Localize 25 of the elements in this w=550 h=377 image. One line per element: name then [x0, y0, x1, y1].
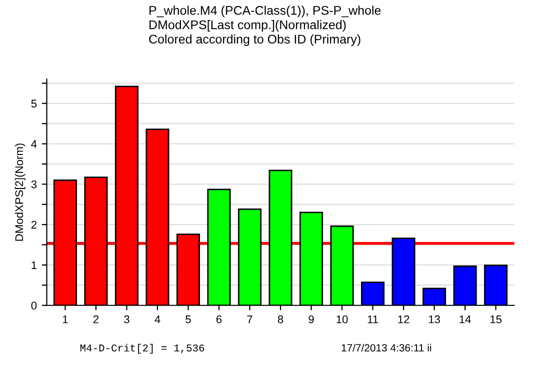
- x-tick-label: 5: [186, 316, 191, 324]
- y-tick-label: 3: [31, 180, 37, 188]
- x-tick-label: 1: [62, 316, 68, 324]
- x-tick-label: 12: [398, 315, 410, 324]
- x-tick-label: 10: [336, 315, 348, 324]
- x-tick-label: 14: [460, 316, 471, 324]
- y-tick-label: 4: [31, 140, 37, 148]
- x-tick-label: 11: [368, 316, 378, 324]
- text: 17/7/2013 4:36:11 ii: [342, 344, 432, 352]
- x-tick-label: 4: [154, 316, 160, 324]
- y-tick-label: 2: [31, 220, 36, 229]
- x-tick-label: 9: [308, 315, 314, 324]
- x-tick-label: 6: [216, 315, 222, 324]
- x-tick-label: 2: [93, 315, 98, 324]
- y-tick-label: 5: [31, 100, 37, 108]
- y-tick-label: 0: [31, 302, 37, 310]
- y-axis-title: DModXPS[2](Norm): [14, 144, 26, 241]
- chart-title: P_whole.M4 (PCA-Class(1)), PS-P_whole DModXPS[Last comp.](Normalized) Colored according to Obs ID (Primary): [149, 6, 381, 46]
- x-tick-label: 13: [428, 315, 440, 324]
- text: M4-D-Crit[2] = 1,536: [80, 344, 204, 354]
- x-tick-label: 15: [490, 316, 502, 324]
- x-tick-label: 8: [278, 315, 284, 324]
- x-tick-label: 3: [124, 315, 130, 324]
- y-tick-label: 1: [32, 261, 36, 270]
- x-tick-label: 7: [247, 316, 252, 324]
